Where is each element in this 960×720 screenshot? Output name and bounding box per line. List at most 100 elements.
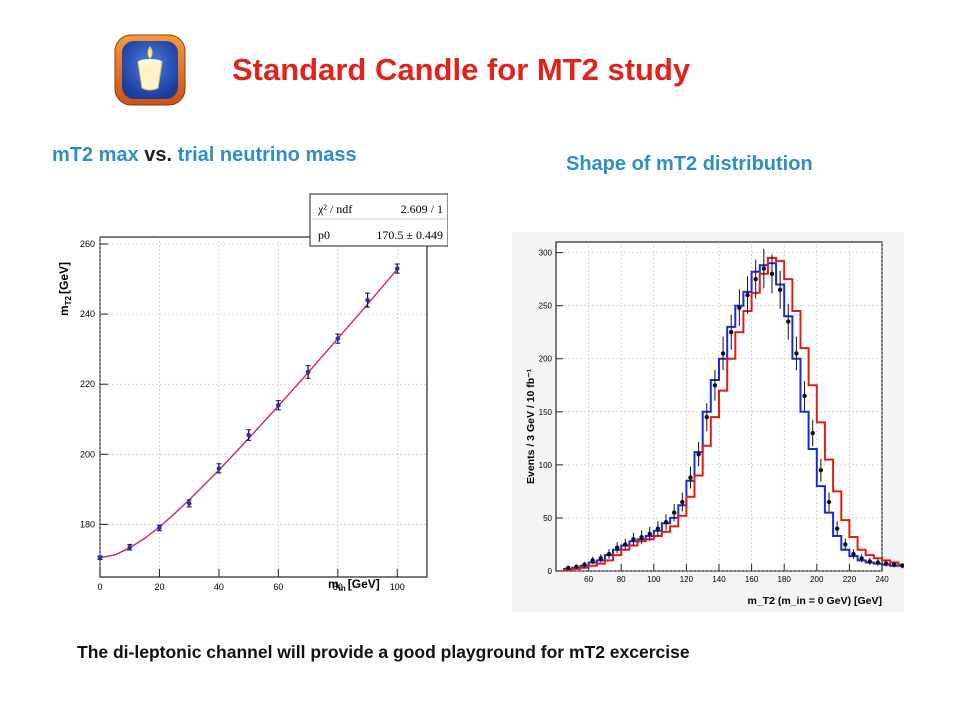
data-point xyxy=(720,351,726,356)
x-tick-label: 100 xyxy=(390,582,405,592)
x-axis-label: min [GeV] xyxy=(328,577,380,593)
data-point xyxy=(216,466,222,471)
footer-text: The di-leptonic channel will provide a g… xyxy=(77,642,690,662)
stats-p0-value: 170.5 ± 0.449 xyxy=(376,228,443,242)
data-point xyxy=(704,414,709,420)
data-point xyxy=(157,525,162,531)
data-point xyxy=(826,499,832,505)
data-point xyxy=(867,559,872,564)
data-point xyxy=(737,305,742,310)
data-points xyxy=(97,263,400,561)
data-point xyxy=(892,562,897,567)
stats-box: χ² / ndf 2.609 / 1 p0 170.5 ± 0.449 xyxy=(309,193,448,247)
data-point xyxy=(688,475,693,480)
y-tick-label: 240 xyxy=(80,309,95,319)
data-point xyxy=(859,556,864,561)
x-tick-label: 200 xyxy=(810,575,824,584)
data-point xyxy=(729,330,734,335)
data-point xyxy=(639,534,644,540)
data-point xyxy=(590,558,595,563)
data-point xyxy=(900,563,904,568)
data-point xyxy=(127,544,133,550)
data-point xyxy=(655,526,661,531)
x-tick-label: 0 xyxy=(97,582,102,592)
data-point xyxy=(875,560,881,565)
heading-trial-mass: trial neutrino mass xyxy=(177,144,357,166)
x-tick-label: 60 xyxy=(273,582,283,592)
data-point xyxy=(883,561,889,566)
data-point xyxy=(606,551,612,557)
y-tick-label: 180 xyxy=(80,519,95,529)
data-point xyxy=(696,452,701,457)
data-point xyxy=(663,519,669,525)
y-axis-label: mT2[GeV] xyxy=(57,262,73,316)
x-tick-label: 180 xyxy=(778,575,792,584)
slide-title: Standard Candle for MT2 study xyxy=(232,52,691,87)
mt2max-chart: 0 20 40 60 80 100 180 200 220 240 260 χ² / ndf 2.6… xyxy=(57,193,448,593)
x-tick-label: 120 xyxy=(680,575,694,584)
data-point xyxy=(794,351,799,356)
x-axis-label: m_T2 (m_in = 0 GeV) [GeV] xyxy=(747,595,882,607)
data-point xyxy=(582,562,587,567)
axis-ticks: 0 20 40 60 80 100 180 200 220 240 260 xyxy=(80,239,405,592)
x-tick-label: 40 xyxy=(214,582,224,592)
x-tick-label: 60 xyxy=(584,575,593,584)
axis-ticks: 60 80 100 120 140 160 180 200 220 240 0 50 100 150 200… xyxy=(539,249,890,584)
x-tick-label: 80 xyxy=(617,575,626,584)
data-points xyxy=(566,248,904,571)
mt2-distribution-chart: 60 80 100 120 140 160 180 200 220 240 0 50 100 150 200… xyxy=(512,232,904,612)
data-point xyxy=(777,287,783,292)
right-chart-heading: Shape of mT2 distribution xyxy=(566,153,813,175)
y-tick-label: 220 xyxy=(80,379,95,389)
x-tick-label: 220 xyxy=(843,575,857,584)
stats-p0-label: p0 xyxy=(318,228,330,242)
y-tick-label: 260 xyxy=(80,239,95,249)
data-point xyxy=(802,393,807,399)
x-tick-label: 240 xyxy=(875,575,889,584)
data-point xyxy=(566,565,571,571)
stats-chi2-value: 2.609 / 1 xyxy=(401,202,443,216)
data-point xyxy=(335,336,341,341)
x-tick-label: 20 xyxy=(154,582,164,592)
heading-mt2max: mT2 max xyxy=(52,144,139,166)
fit-curve xyxy=(99,268,398,559)
data-point xyxy=(305,369,311,375)
data-point xyxy=(647,531,652,537)
data-point xyxy=(246,432,251,438)
x-tick-label: 160 xyxy=(745,575,759,584)
y-tick-label: 0 xyxy=(548,567,553,576)
stats-chi2-label: χ² / ndf xyxy=(317,202,352,216)
histogram-red xyxy=(563,256,904,571)
y-tick-label: 150 xyxy=(539,408,553,417)
data-point xyxy=(623,542,628,547)
data-point xyxy=(671,510,677,515)
x-tick-label: 80 xyxy=(333,582,343,592)
y-axis-label: Events / 3 GeV / 10 fb⁻¹ xyxy=(525,368,537,484)
data-point xyxy=(186,501,192,506)
y-tick-label: 250 xyxy=(539,302,553,311)
y-tick-label: 200 xyxy=(539,355,553,364)
y-tick-label: 50 xyxy=(543,514,552,523)
data-point xyxy=(680,499,685,505)
data-point xyxy=(786,319,791,324)
data-point xyxy=(745,292,750,298)
data-point xyxy=(810,430,815,436)
data-point xyxy=(276,402,281,408)
y-tick-label: 200 xyxy=(80,449,95,459)
data-point xyxy=(761,266,767,271)
data-point xyxy=(631,536,636,542)
y-tick-label: 100 xyxy=(539,461,553,470)
data-point xyxy=(712,383,718,388)
candle-icon xyxy=(112,32,188,108)
data-point xyxy=(365,297,370,303)
x-tick-label: 140 xyxy=(712,575,726,584)
data-point xyxy=(574,564,579,569)
x-tick-label: 100 xyxy=(647,575,661,584)
data-point xyxy=(818,467,824,473)
data-point xyxy=(394,266,400,271)
data-point xyxy=(598,556,604,561)
data-point xyxy=(614,545,620,550)
data-point xyxy=(97,555,103,561)
y-tick-label: 300 xyxy=(539,249,553,258)
data-point xyxy=(843,542,848,547)
